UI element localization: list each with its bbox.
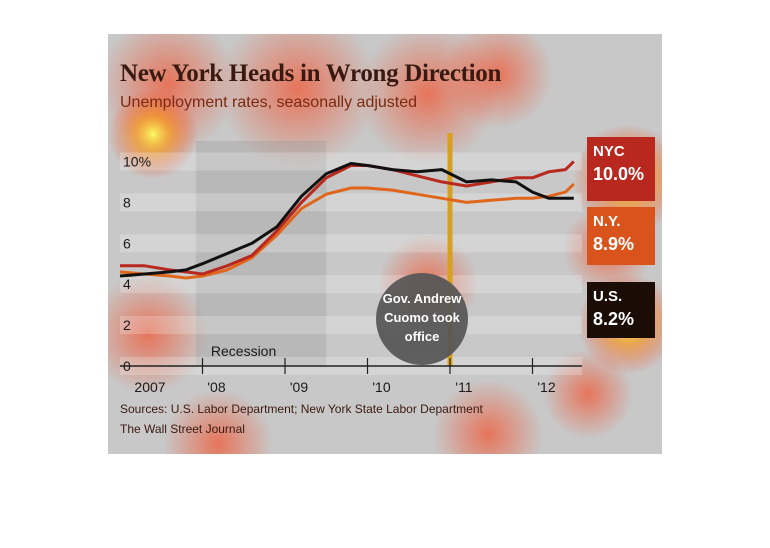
grid-band [120,193,582,212]
us-end-label: U.S. 8.2% [587,282,655,338]
grid [120,152,582,375]
annotation-line-2: Cuomo took [384,310,461,325]
x-axis: 2007 '08 '09 '10 '11 '12 [120,358,582,395]
x-tick-label: '12 [537,379,555,395]
series-line-us [119,162,574,278]
x-tick-label: '11 [455,379,472,395]
us-label-name: U.S. [593,288,623,305]
x-tick-label: '10 [372,379,390,395]
y-tick-label: 10% [123,153,151,169]
series-line-ny [119,182,575,280]
chart-subtitle: Unemployment rates, seasonally adjusted [120,94,418,111]
nyc-label-value: 10.0% [593,164,645,184]
chart-credit: The Wall Street Journal [120,422,245,436]
nyc-label-name: NYC [593,143,625,160]
recession-band [195,141,327,366]
series-line-nyc [120,160,575,276]
recession-label: Recession [211,343,276,359]
annotation-line-3: office [405,329,440,344]
chart-sources: Sources: U.S. Labor Department; New York… [120,402,483,416]
x-tick-label: '08 [207,379,225,395]
y-tick-label: 6 [123,235,131,251]
grid-band [120,234,582,253]
us-label-value: 8.2% [593,309,635,329]
cuomo-annotation: Gov. Andrew Cuomo took office [376,272,468,365]
grid-band [120,275,582,294]
x-tick-label: 2007 [134,379,165,395]
y-tick-label: 4 [123,276,131,292]
chart-figure: New York Heads in Wrong Direction Unempl… [108,34,662,454]
annotation-bubble [376,272,468,365]
grid-band [120,152,582,171]
chart-title: New York Heads in Wrong Direction [120,60,502,87]
y-tick-label: 2 [123,317,131,333]
ny-label-name: N.Y. [593,213,621,230]
series-lines [119,160,575,280]
ny-end-label: N.Y. 8.9% [587,207,655,265]
ny-label-value: 8.9% [593,234,635,254]
y-tick-label: 8 [123,194,131,210]
nyc-end-label: NYC 10.0% [587,137,655,201]
x-tick-label: '09 [290,379,308,395]
annotation-line-1: Gov. Andrew [383,291,463,306]
grid-band [120,316,582,335]
